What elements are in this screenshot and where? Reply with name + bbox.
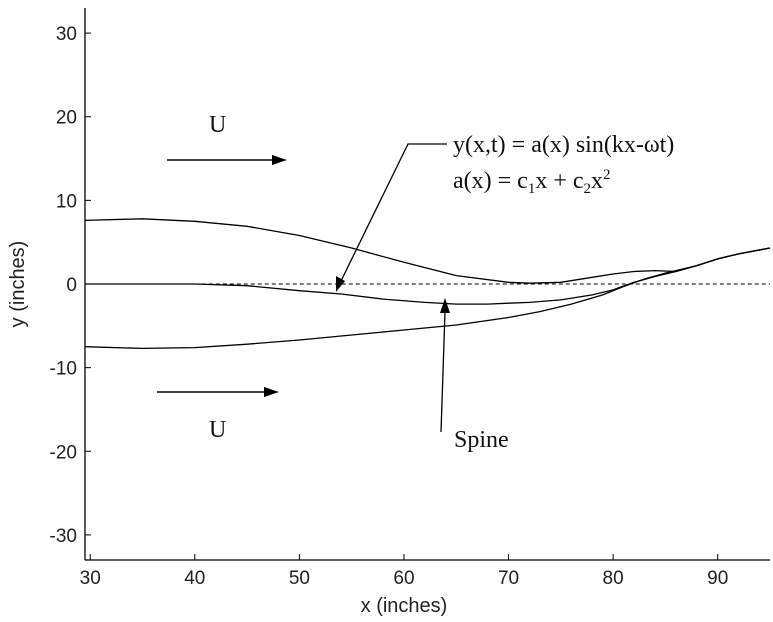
y-tick-label: 0	[66, 275, 77, 296]
x-tick-label: 60	[393, 568, 414, 589]
series-group	[84, 218, 771, 350]
y-axis-label: y (inches)	[7, 241, 29, 328]
flow-label-top: U	[209, 112, 226, 138]
y-tick-label: 10	[56, 191, 77, 212]
flow-arrow-top	[167, 155, 287, 165]
y-tick-label: -10	[50, 359, 77, 380]
y-tick-label: -20	[50, 442, 77, 463]
y-tick-label: 20	[56, 108, 77, 129]
x-tick-label: 40	[184, 568, 205, 589]
x-tick-label: 90	[707, 568, 728, 589]
x-axis-label: x (inches)	[361, 595, 448, 617]
flow-label-bottom: U	[209, 417, 226, 443]
x-tick-label: 70	[498, 568, 519, 589]
equation-pointer-arrow	[336, 143, 447, 292]
y-tick-label: -30	[50, 526, 77, 547]
x-tick-label: 80	[603, 568, 624, 589]
spine-label: Spine	[454, 427, 509, 453]
x-ticks: 30 40 50 60 70 80 90	[80, 554, 728, 589]
y-tick-label: 30	[56, 24, 77, 45]
spine-line	[85, 247, 771, 305]
equation-1: y(x,t) = a(x) sin(kx-ωt)	[453, 132, 674, 158]
y-ticks: -30 -20 -10 0 10 20 30	[50, 24, 91, 547]
x-tick-label: 50	[289, 568, 310, 589]
spine-pointer-arrow	[440, 298, 450, 433]
flow-arrow-bottom	[157, 387, 279, 397]
bottom-boundary-line	[84, 247, 771, 350]
x-tick-label: 30	[80, 568, 101, 589]
equation-2: a(x) = c1x + c2x2	[453, 167, 611, 197]
